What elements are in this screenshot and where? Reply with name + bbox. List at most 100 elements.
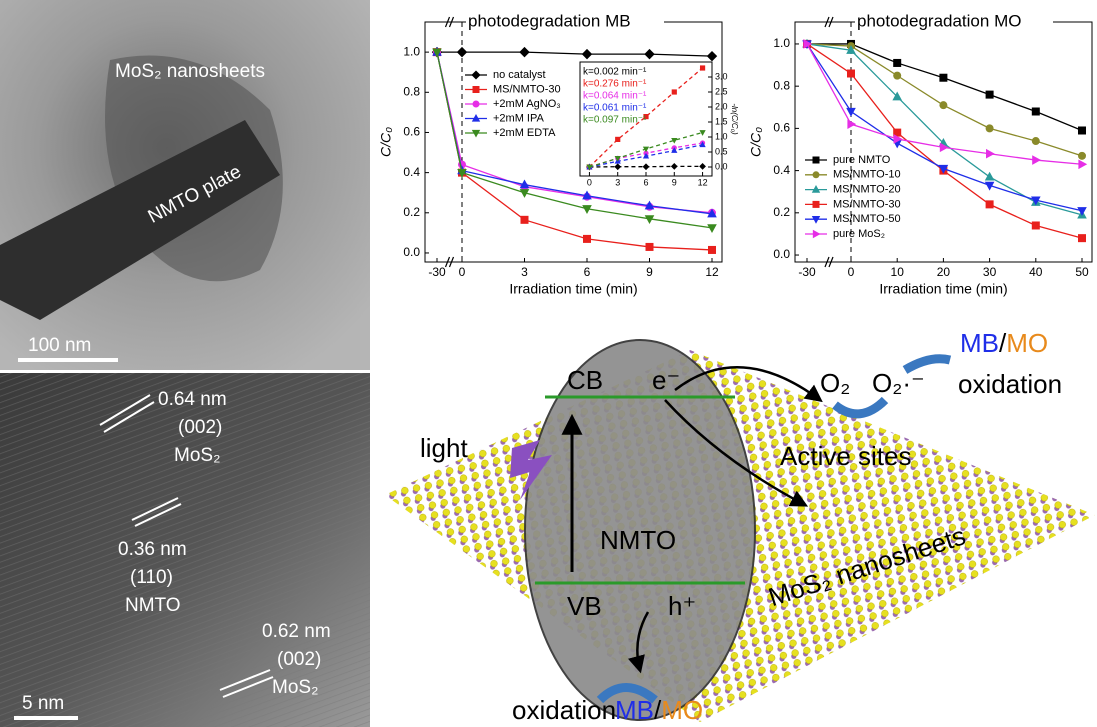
label: MB/MO <box>615 695 703 725</box>
x-tick-label: 50 <box>1075 265 1089 279</box>
marker <box>699 141 706 148</box>
chart-title: photodegradation MB <box>468 11 631 30</box>
label: O₂ <box>820 368 850 398</box>
marker <box>706 50 718 62</box>
label: (002) <box>277 649 321 670</box>
y-axis-label: C/C₀ <box>378 127 394 157</box>
marker <box>614 155 621 162</box>
marker <box>471 129 481 138</box>
marker <box>1031 196 1041 206</box>
label: NMTO <box>600 525 676 555</box>
marker <box>893 134 903 144</box>
x-tick-label: 9 <box>672 177 677 187</box>
x-tick-label: 9 <box>646 265 653 279</box>
label: MB <box>960 328 999 358</box>
marker <box>939 142 949 153</box>
label: (110) <box>130 567 173 588</box>
y-tick-label: 2.5 <box>715 86 728 96</box>
marker <box>846 107 856 117</box>
label: NMTO <box>125 595 181 616</box>
marker <box>1078 234 1086 243</box>
axis-break <box>824 16 834 28</box>
marker <box>432 48 442 58</box>
y-tick-label: 1.0 <box>403 44 420 58</box>
marker <box>671 147 678 153</box>
x-tick-label: 40 <box>1029 265 1043 279</box>
legend-label: pure NMTO <box>833 154 891 166</box>
x-tick-label: 0 <box>587 177 592 187</box>
y-tick-label: 2.0 <box>715 101 728 111</box>
legend-label: no catalyst <box>493 69 546 81</box>
marker <box>892 91 902 101</box>
series-line <box>806 43 1083 157</box>
marker <box>699 65 706 71</box>
label: MO <box>1006 328 1048 358</box>
marker <box>1078 159 1088 170</box>
marker <box>519 189 530 198</box>
marker <box>583 234 591 243</box>
legend-label: +2mM AgNO₃ <box>493 98 561 110</box>
marker <box>708 245 716 254</box>
y-tick-label: 1.0 <box>773 36 790 50</box>
axis-break <box>444 16 455 28</box>
annotation: k=0.061 min⁻¹ <box>583 103 647 114</box>
x-tick-label: 6 <box>584 265 591 279</box>
marker <box>642 152 650 159</box>
legend-label: MS/NMTO-20 <box>833 184 901 196</box>
label: 0.36 nm <box>118 539 187 560</box>
label: h⁺ <box>668 591 696 621</box>
label: CB <box>567 365 603 395</box>
marker <box>1031 137 1040 146</box>
annotation: k=0.064 min⁻¹ <box>583 91 647 102</box>
label: (002) <box>178 417 222 438</box>
series-line <box>436 51 713 214</box>
series-line <box>437 51 713 57</box>
marker <box>811 216 821 224</box>
x-tick-label: 20 <box>937 265 951 279</box>
marker <box>471 113 481 122</box>
marker <box>812 200 820 208</box>
label: MoS₂ nanosheets <box>115 61 265 82</box>
marker <box>472 100 480 108</box>
marker <box>985 124 994 133</box>
marker <box>644 200 655 210</box>
marker <box>812 156 820 164</box>
label: MB/MO <box>960 328 1048 358</box>
marker <box>707 208 717 218</box>
label: e⁻ <box>652 365 680 395</box>
marker <box>582 190 592 200</box>
marker <box>614 163 622 171</box>
x-axis-label: Irradiation time (min) <box>879 281 1007 297</box>
title-bg <box>855 12 1053 32</box>
label: 0.64 nm <box>158 389 227 410</box>
y-axis-label: C/C₀ <box>748 127 764 157</box>
label: light <box>420 433 468 463</box>
x-tick-label: 12 <box>698 177 708 187</box>
y-axis-label: -ln(C/C₀) <box>730 103 739 135</box>
chart-title: photodegradation MO <box>857 11 1021 30</box>
x-tick-label: 3 <box>615 177 620 187</box>
legend-label: MS/NMTO-10 <box>833 169 901 181</box>
marker <box>671 89 677 95</box>
marker <box>847 69 855 78</box>
marker <box>985 90 994 99</box>
marker <box>642 163 650 171</box>
legend-label: pure MoS₂ <box>833 228 885 240</box>
marker <box>699 163 706 170</box>
marker <box>893 71 902 80</box>
y-tick-label: 1.5 <box>715 116 728 126</box>
label: Active sites <box>780 441 912 471</box>
x-tick-label: 3 <box>521 265 528 279</box>
y-tick-label: 0.2 <box>403 205 420 219</box>
marker <box>1078 126 1086 135</box>
marker <box>586 164 593 171</box>
annotation: k=0.276 min⁻¹ <box>583 79 647 90</box>
label: VB <box>567 591 602 621</box>
y-tick-label: 0.4 <box>773 163 790 177</box>
annotation: k=0.002 min⁻¹ <box>583 67 647 78</box>
x-tick-label: -30 <box>798 265 816 279</box>
marker <box>984 181 995 191</box>
tem-bottom: 0.64 nm (002) MoS₂ 0.36 nm (110) NMTO 0.… <box>0 373 370 727</box>
label: MoS₂ <box>272 677 318 698</box>
